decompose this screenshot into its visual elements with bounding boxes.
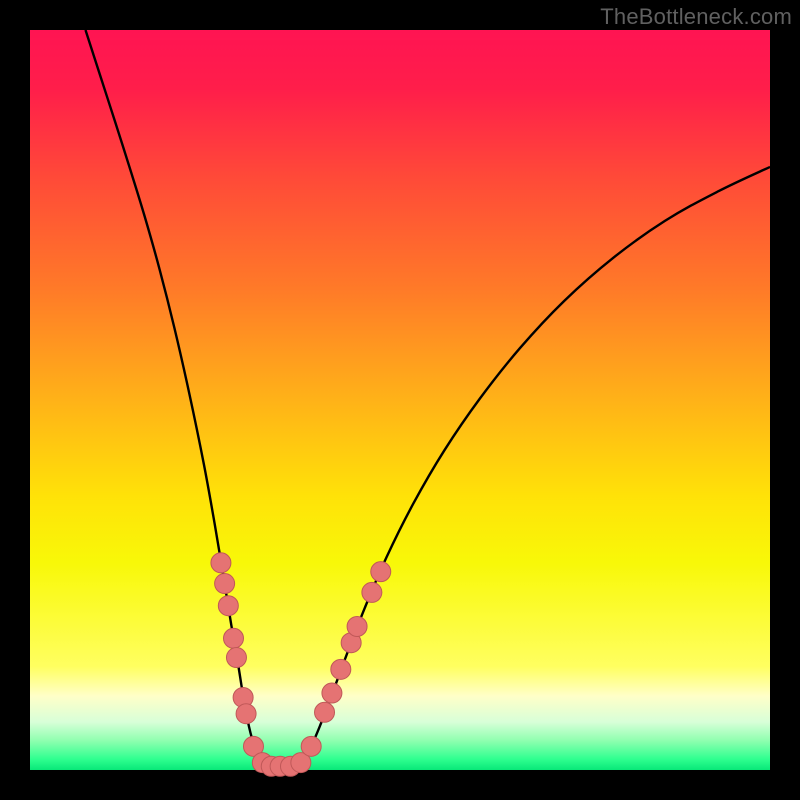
data-marker (315, 702, 335, 722)
chart-frame: TheBottleneck.com (0, 0, 800, 800)
data-marker (226, 648, 246, 668)
data-marker (322, 683, 342, 703)
data-marker (362, 582, 382, 602)
data-marker (236, 704, 256, 724)
data-marker (211, 553, 231, 573)
data-marker (215, 574, 235, 594)
data-marker (224, 628, 244, 648)
bottleneck-curve-chart (0, 0, 800, 800)
data-marker (347, 616, 367, 636)
data-marker (371, 562, 391, 582)
data-marker (331, 659, 351, 679)
gradient-background (30, 30, 770, 770)
data-marker (301, 736, 321, 756)
data-marker (218, 596, 238, 616)
